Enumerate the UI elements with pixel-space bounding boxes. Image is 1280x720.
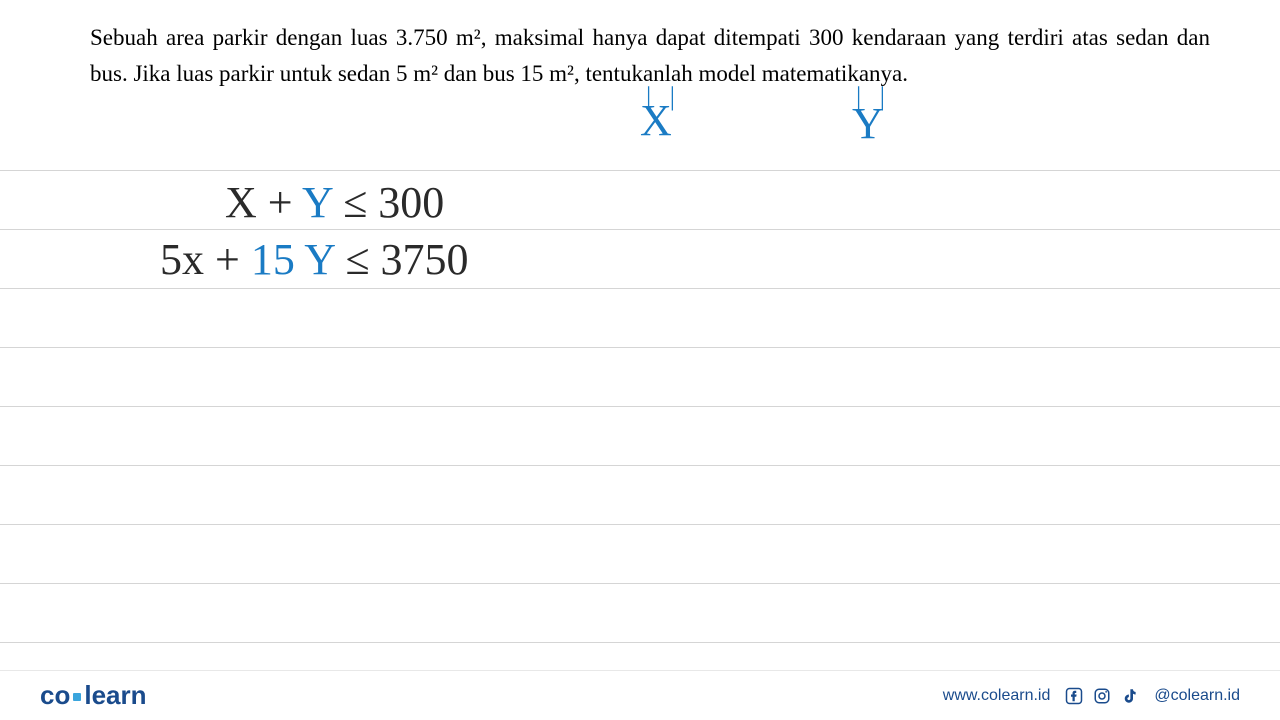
paper-line — [0, 288, 1280, 289]
logo-dot — [73, 693, 81, 701]
paper-line — [0, 465, 1280, 466]
footer: colearn www.colearn.id @colearn.id — [0, 670, 1280, 720]
facebook-icon — [1064, 686, 1084, 706]
tiktok-icon — [1120, 686, 1140, 706]
var-y: Y — [852, 98, 884, 149]
question-area: Sebuah area parkir dengan luas 3.750 m²,… — [0, 0, 1280, 101]
footer-right: www.colearn.id @colearn.id — [943, 686, 1240, 706]
logo-learn: learn — [84, 680, 146, 710]
lined-paper — [0, 170, 1280, 670]
paper-line — [0, 229, 1280, 230]
instagram-icon — [1092, 686, 1112, 706]
social-icons — [1064, 686, 1140, 706]
logo: colearn — [40, 680, 147, 711]
paper-line — [0, 524, 1280, 525]
paper-line — [0, 347, 1280, 348]
question-text: Sebuah area parkir dengan luas 3.750 m²,… — [90, 20, 1210, 91]
paper-line — [0, 170, 1280, 171]
logo-co: co — [40, 680, 70, 710]
paper-line — [0, 583, 1280, 584]
social-handle: @colearn.id — [1154, 687, 1240, 705]
paper-line — [0, 642, 1280, 643]
var-x: X — [640, 95, 672, 146]
paper-line — [0, 406, 1280, 407]
website-url: www.colearn.id — [943, 687, 1051, 705]
